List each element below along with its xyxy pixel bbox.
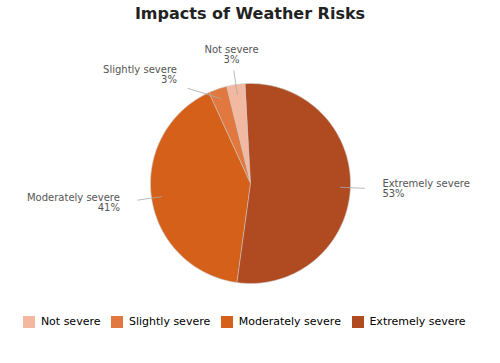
svg-text:Moderately severe41%: Moderately severe41% [27,192,120,213]
html-text:Moderately severe: Moderately severe [238,315,341,328]
html-text:Slightly severe: Slightly severe [129,315,211,328]
html-text:Extremely severe: Extremely severe [369,315,466,328]
html-text:Not severe: Not severe [40,315,101,328]
svg-text:Not severe3%: Not severe3% [204,44,258,65]
svg-text:Extremely severe53%: Extremely severe53% [382,178,469,199]
svg-text:Slightly severe3%: Slightly severe3% [103,64,177,85]
html-text:Impacts of Weather Risks: Impacts of Weather Risks [134,4,366,23]
